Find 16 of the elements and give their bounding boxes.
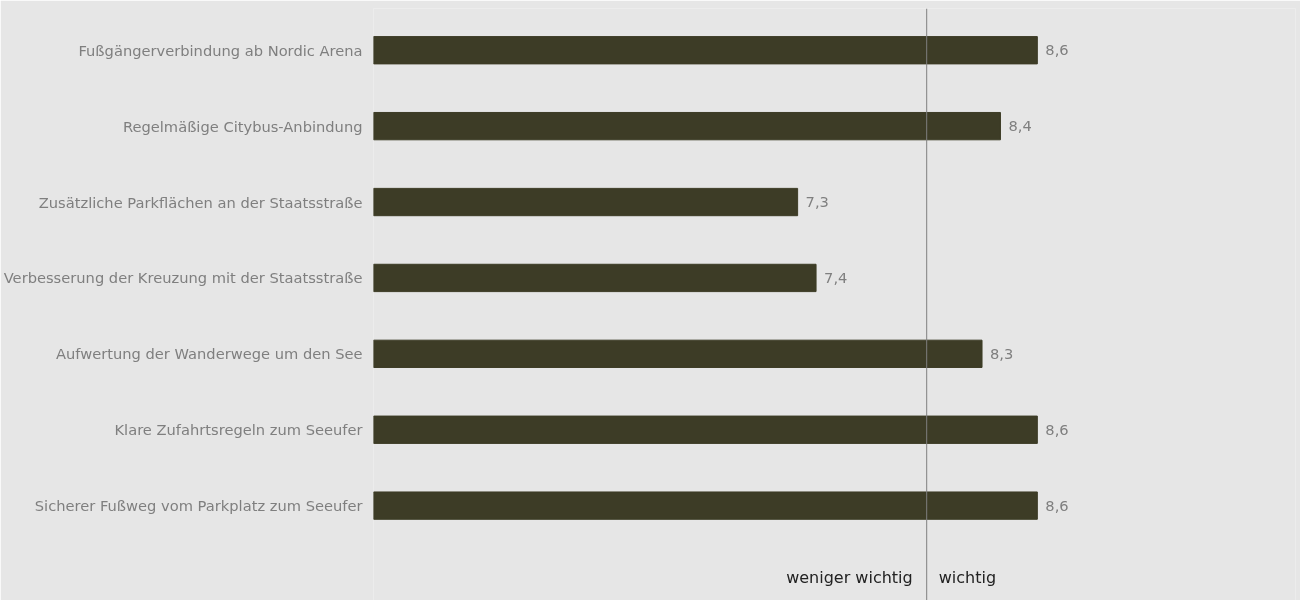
y-tick-label: Regelmäßige Citybus-Anbindung — [122, 117, 363, 135]
y-tick-label: Fußgängerverbindung ab Nordic Arena — [78, 41, 363, 59]
y-tick-label: Klare Zufahrtsregeln zum Seeufer — [114, 421, 364, 439]
data-label: 8,6 — [1045, 496, 1069, 514]
data-label: 8,6 — [1045, 41, 1069, 59]
data-label: 7,4 — [824, 268, 848, 286]
data-label: 7,3 — [805, 193, 829, 211]
y-tick-label: Zusätzliche Parkflächen an der Staatsstraße — [38, 193, 363, 211]
data-label: 8,6 — [1045, 420, 1069, 438]
data-label: 8,4 — [1008, 117, 1032, 135]
data-label: 8,3 — [990, 344, 1014, 362]
annotation: wichtig — [938, 568, 997, 588]
annotation: weniger wichtig — [786, 568, 913, 588]
y-tick-label: Aufwertung der Wanderwege um den See — [55, 345, 363, 363]
y-tick-label: Sicherer Fußweg vom Parkplatz zum Seeufer — [34, 497, 364, 515]
y-tick-label: Verbesserung der Kreuzung mit der Staatsstraße — [3, 269, 363, 287]
